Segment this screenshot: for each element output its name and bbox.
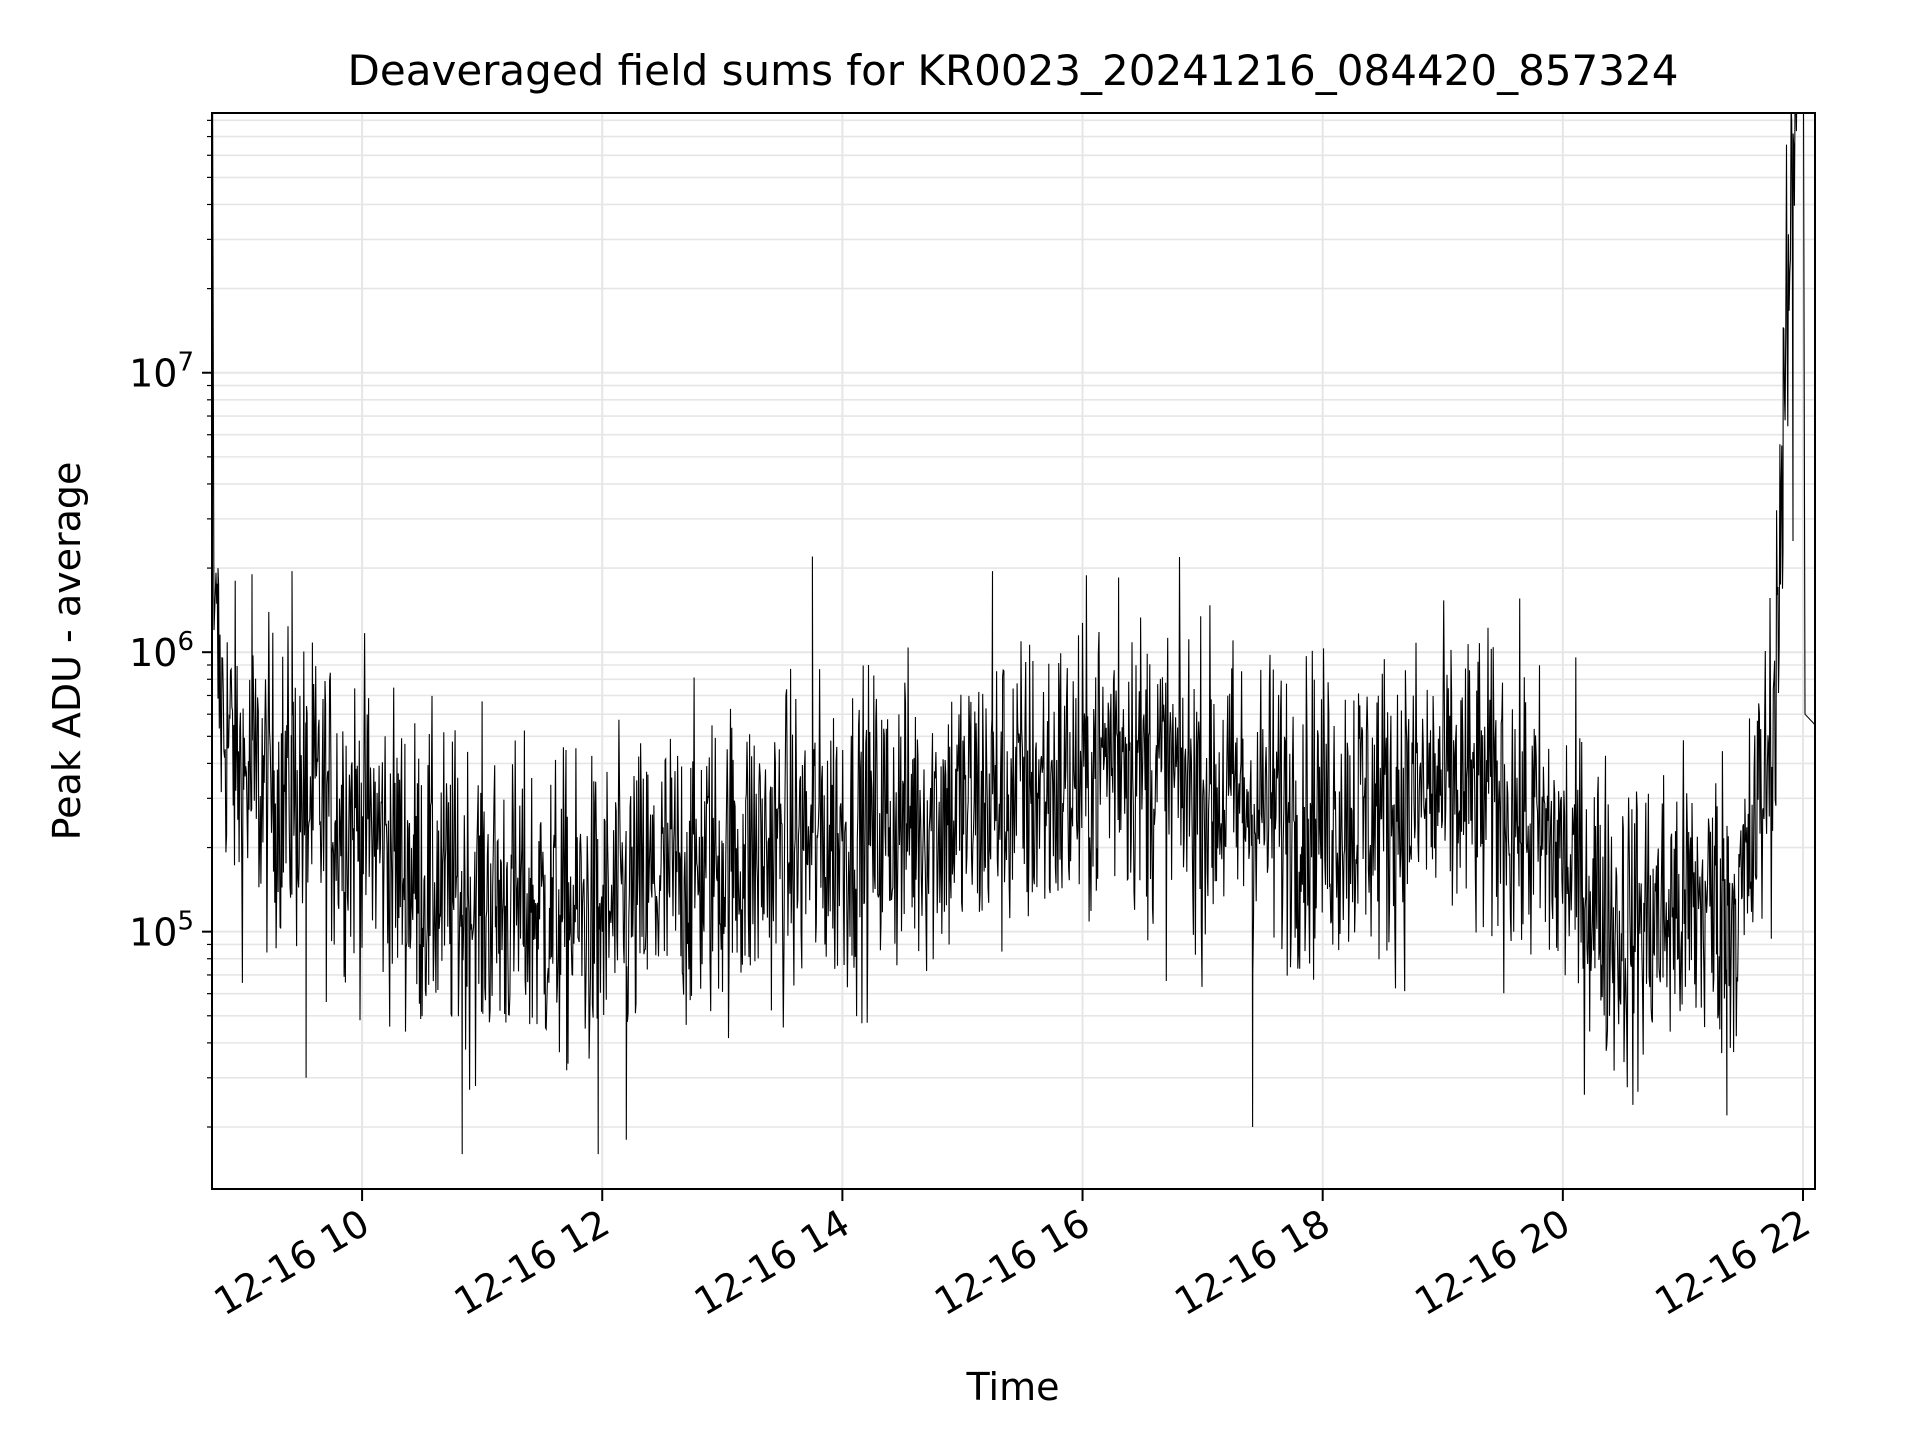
y-axis-label: Peak ADU - average (45, 462, 89, 841)
y-tick-label: 107 (129, 348, 194, 396)
y-tick-label: 105 (129, 907, 194, 955)
chart-title: Deaveraged field sums for KR0023_2024121… (348, 46, 1679, 95)
x-axis-label: Time (966, 1365, 1060, 1409)
y-tick-label: 106 (129, 627, 194, 675)
series-line (212, 113, 1815, 1155)
plot-frame (211, 112, 1816, 1190)
y-axis: 105 106 107 (129, 119, 212, 1128)
plot-area (212, 113, 1815, 1155)
